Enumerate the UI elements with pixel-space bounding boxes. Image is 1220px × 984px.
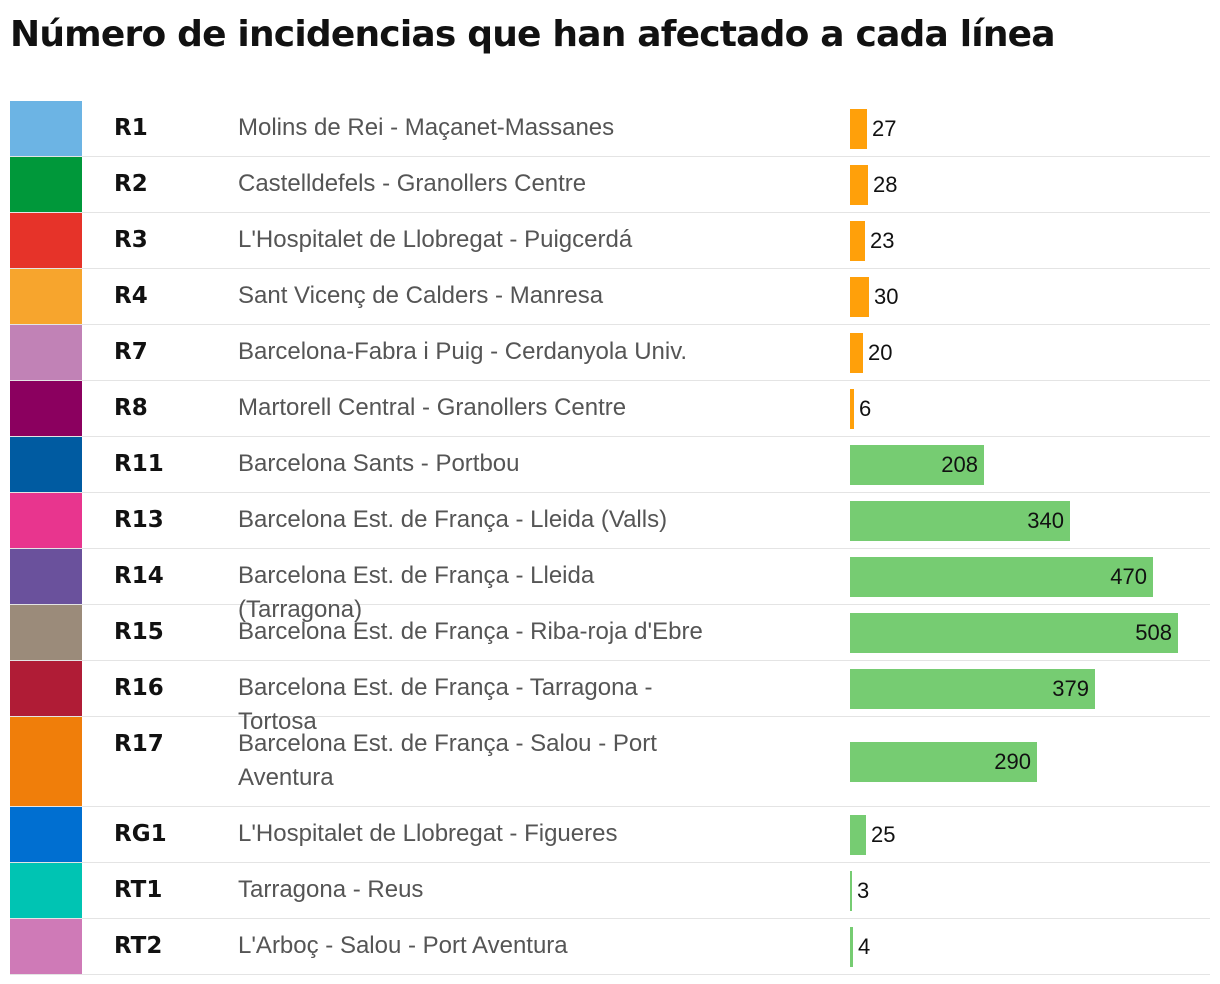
- line-route: Molins de Rei - Maçanet-Massanes: [238, 114, 615, 141]
- line-code: R17: [114, 731, 164, 757]
- bar-value-label: 208: [941, 452, 978, 477]
- line-code: R8: [114, 395, 148, 421]
- line-code: R15: [114, 619, 164, 645]
- line-color-swatch: [10, 863, 82, 918]
- bar: [850, 501, 1070, 541]
- bar-value-label: 508: [1135, 620, 1172, 645]
- line-route: Barcelona Est. de França - Lleida (Tarra…: [238, 562, 595, 623]
- line-code: RT2: [114, 933, 163, 959]
- bar-value-label: 20: [868, 340, 893, 365]
- line-route: Barcelona-Fabra i Puig - Cerdanyola Univ…: [238, 338, 688, 365]
- line-code: R16: [114, 675, 164, 701]
- line-code: R13: [114, 507, 164, 533]
- bar: [850, 277, 869, 317]
- line-color-swatch: [10, 381, 82, 436]
- table-row: R16 Barcelona Est. de França - Tarragona …: [10, 661, 1210, 735]
- table-row: RT2 L'Arboç - Salou - Port Aventura 4: [10, 919, 1210, 975]
- line-color-swatch: [10, 157, 82, 212]
- line-route: Barcelona Est. de França - Riba-roja d'E…: [238, 618, 703, 645]
- line-color-swatch: [10, 101, 82, 156]
- line-route: Martorell Central - Granollers Centre: [238, 394, 627, 421]
- bar-value-label: 470: [1110, 564, 1147, 589]
- line-code: R1: [114, 115, 148, 141]
- bar-value-label: 28: [873, 172, 898, 197]
- bar-value-label: 30: [874, 284, 899, 309]
- bar: [850, 927, 853, 967]
- chart-title: Número de incidencias que han afectado a…: [10, 14, 1056, 55]
- bar: [850, 389, 854, 429]
- bar: [850, 613, 1178, 653]
- line-code: R11: [114, 451, 164, 477]
- bar: [850, 333, 863, 373]
- table-row: R17 Barcelona Est. de França - Salou - Po…: [10, 717, 1210, 807]
- line-color-swatch: [10, 437, 82, 492]
- line-route: L'Arboç - Salou - Port Aventura: [238, 932, 568, 959]
- line-color-swatch: [10, 325, 82, 380]
- table-row: R3 L'Hospitalet de Llobregat - Puigcerdá 2…: [10, 213, 1210, 269]
- incidents-table: R1 Molins de Rei - Maçanet-Massanes 27 R2 Ca…: [10, 101, 1210, 975]
- line-code: R14: [114, 563, 164, 589]
- line-route: Barcelona Sants - Portbou: [238, 450, 520, 477]
- bar-value-label: 23: [870, 228, 895, 253]
- table-row: RG1 L'Hospitalet de Llobregat - Figueres 2…: [10, 807, 1210, 863]
- line-color-swatch: [10, 919, 82, 974]
- bar: [850, 815, 866, 855]
- bar: [850, 165, 868, 205]
- line-code: R2: [114, 171, 148, 197]
- bar: [850, 221, 865, 261]
- bar-value-label: 6: [859, 396, 872, 421]
- bar-value-label: 27: [872, 116, 897, 141]
- line-route: L'Hospitalet de Llobregat - Figueres: [238, 820, 618, 847]
- table-row: R13 Barcelona Est. de França - Lleida (Va…: [10, 493, 1210, 549]
- line-code: R3: [114, 227, 148, 253]
- line-route: L'Hospitalet de Llobregat - Puigcerdá: [238, 226, 633, 253]
- bar-value-label: 3: [857, 878, 870, 903]
- line-code: R7: [114, 339, 148, 365]
- line-color-swatch: [10, 807, 82, 862]
- line-color-swatch: [10, 493, 82, 548]
- line-code: R4: [114, 283, 148, 309]
- line-color-swatch: [10, 717, 82, 806]
- line-color-swatch: [10, 213, 82, 268]
- line-route: Castelldefels - Granollers Centre: [238, 170, 587, 197]
- bar-value-label: 4: [858, 934, 871, 959]
- bar-value-label: 25: [871, 822, 896, 847]
- line-route: Barcelona Est. de França - Lleida (Valls…: [238, 506, 668, 533]
- table-row: R15 Barcelona Est. de França - Riba-roja …: [10, 605, 1210, 661]
- bar: [850, 871, 852, 911]
- table-row: R14 Barcelona Est. de França - Lleida (Ta…: [10, 549, 1210, 623]
- line-color-swatch: [10, 605, 82, 660]
- table-row: R11 Barcelona Sants - Portbou 208: [10, 437, 1210, 493]
- bar: [850, 742, 1037, 782]
- bar: [850, 669, 1095, 709]
- table-row: RT1 Tarragona - Reus 3: [10, 863, 1210, 919]
- table-row: R7 Barcelona-Fabra i Puig - Cerdanyola Un…: [10, 325, 1210, 381]
- line-route: Barcelona Est. de França - Tarragona - T…: [238, 674, 653, 735]
- bar: [850, 109, 867, 149]
- line-code: RT1: [114, 877, 163, 903]
- line-color-swatch: [10, 549, 82, 604]
- line-code: RG1: [114, 821, 167, 847]
- line-color-swatch: [10, 661, 82, 716]
- table-row: R4 Sant Vicenç de Calders - Manresa 30: [10, 269, 1210, 325]
- bar-value-label: 290: [994, 749, 1031, 774]
- bar-value-label: 340: [1027, 508, 1064, 533]
- bar-value-label: 379: [1052, 676, 1089, 701]
- line-color-swatch: [10, 269, 82, 324]
- bar: [850, 557, 1153, 597]
- table-row: R1 Molins de Rei - Maçanet-Massanes 27: [10, 101, 1210, 157]
- line-route: Sant Vicenç de Calders - Manresa: [238, 282, 604, 309]
- line-route: Barcelona Est. de França - Salou - Port …: [238, 730, 657, 791]
- table-row: R2 Castelldefels - Granollers Centre 28: [10, 157, 1210, 213]
- line-route: Tarragona - Reus: [238, 876, 424, 903]
- table-row: R8 Martorell Central - Granollers Centre 6: [10, 381, 1210, 437]
- bar: [850, 445, 984, 485]
